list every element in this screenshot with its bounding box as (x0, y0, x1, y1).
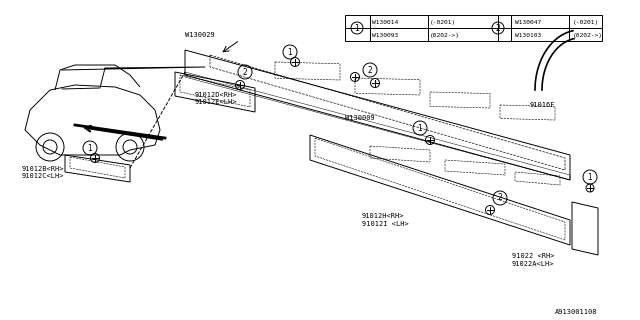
Text: 1: 1 (418, 124, 422, 132)
Text: W130103: W130103 (515, 33, 541, 38)
Text: 91022 <RH>
91022A<LH>: 91022 <RH> 91022A<LH> (512, 253, 554, 267)
Text: 1: 1 (88, 143, 92, 153)
Text: 2: 2 (243, 68, 248, 76)
Text: 2: 2 (367, 66, 372, 75)
Text: W130093: W130093 (372, 33, 398, 38)
Text: (0202->): (0202->) (430, 33, 460, 38)
Text: A913001108: A913001108 (555, 309, 598, 315)
Text: (-0201): (-0201) (430, 20, 456, 25)
Text: 2: 2 (498, 194, 502, 203)
Text: (0202->): (0202->) (573, 33, 603, 38)
Text: 91012B<RH>
91012C<LH>: 91012B<RH> 91012C<LH> (22, 165, 65, 179)
Text: 2: 2 (495, 23, 500, 33)
Text: 1: 1 (287, 47, 292, 57)
Text: W130014: W130014 (372, 20, 398, 25)
Text: W130047: W130047 (515, 20, 541, 25)
Text: W130029: W130029 (185, 32, 215, 38)
Text: 91012H<RH>
91012I <LH>: 91012H<RH> 91012I <LH> (362, 213, 409, 227)
Text: 1: 1 (355, 23, 360, 33)
Text: 1: 1 (588, 172, 593, 181)
Text: 91016F: 91016F (530, 102, 556, 108)
Text: W130009: W130009 (345, 115, 375, 121)
Text: (-0201): (-0201) (573, 20, 599, 25)
Text: 91012D<RH>
91012E<LH>: 91012D<RH> 91012E<LH> (195, 92, 237, 105)
